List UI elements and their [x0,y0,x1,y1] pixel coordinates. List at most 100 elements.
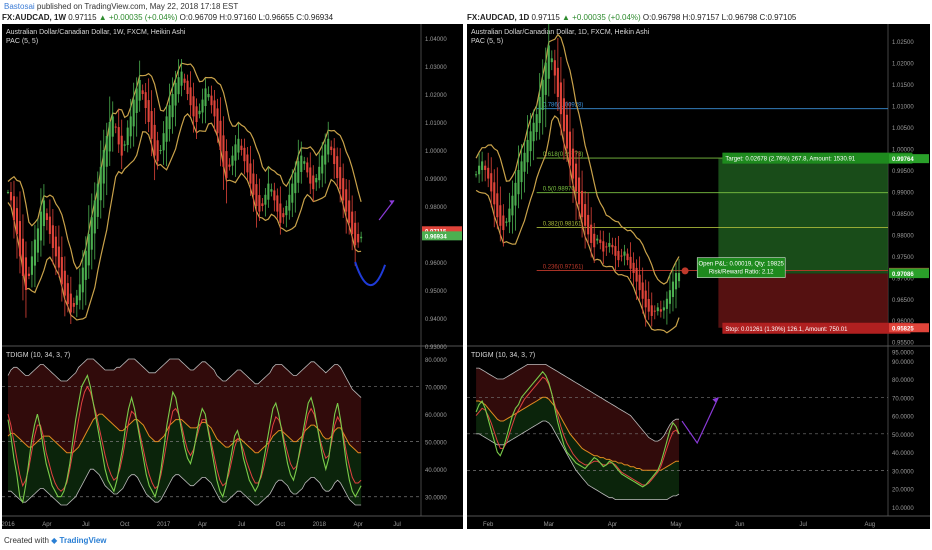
stop-box [722,322,911,334]
candle-body [629,256,632,269]
sub-y-tick-label: 20.0000 [892,488,914,494]
projection-arrowhead [389,200,395,205]
candle-body [520,161,523,183]
daily-chart-svg[interactable]: 1.02500 1.02000 1.01500 1.01000 1.00500 1.000… [467,24,930,529]
candle-body [294,172,297,194]
candle-body [126,127,129,146]
candle-body [668,290,671,304]
candle-body [258,195,261,212]
candle-body [288,194,291,211]
x-tick-label: Apr [198,522,207,528]
candle-body [306,162,309,173]
candle-body [484,165,487,170]
x-tick-label: Apr [42,522,51,528]
candle-body [270,189,273,192]
weekly-chart-svg[interactable]: 1.04000 1.03000 1.02000 1.01000 1.00000 0.990… [2,24,463,529]
x-tick-label: Oct [276,522,286,528]
price-label-bg [889,323,929,333]
rsi-price-line [475,370,680,488]
candle-body [312,175,315,190]
candle-body [96,183,99,217]
right-symbol[interactable]: FX:AUDCAD, 1D [467,13,530,22]
pnl-text: Open P&L: 0.00019, Qty: 19825 [698,262,784,268]
candle-body [27,273,30,276]
sub-y-tick-label: 90.0000 [892,360,914,366]
pac-upper-line [475,33,680,285]
candle-body [547,45,550,79]
candle-body [593,233,596,248]
candle-body [496,193,499,218]
signal-line [7,385,362,492]
subchart-title: TDIGM (10, 34, 3, 7) [471,352,535,359]
candle-body [357,234,360,243]
x-tick-label: Jul [799,522,807,528]
candle-body [195,106,198,122]
publish-line: Bastosai published on TradingView.com, M… [0,0,932,12]
left-symbol[interactable]: FX:AUDCAD, 1W [2,13,66,22]
y-tick-label: 0.98500 [892,212,914,218]
y-tick-label: 1.04000 [425,37,447,43]
candle-body [511,195,514,216]
candle-body [330,146,333,150]
tradingview-brand[interactable]: TradingView [59,536,107,545]
x-tick-label: Apr [353,522,362,528]
weekly-chart-panel[interactable]: 1.04000 1.03000 1.02000 1.01000 1.00000 0.990… [2,24,463,529]
candle-body [261,203,264,206]
candle-body [351,211,354,234]
candle-body [9,192,13,201]
candle-body [505,221,508,223]
candle-body [18,221,22,257]
y-tick-label: 1.00000 [425,149,447,155]
y-tick-label: 0.99000 [425,177,447,183]
candle-body [342,178,345,201]
candle-body [626,253,629,261]
y-tick-label: 0.95000 [425,289,447,295]
target-box [722,152,913,164]
candle-body [309,167,312,184]
projection-arrow [681,397,719,445]
daily-chart-panel[interactable]: 1.02500 1.02000 1.01500 1.01000 1.00500 1.000… [467,24,930,529]
author-link[interactable]: Bastosai [4,2,35,11]
candle-body [559,82,562,115]
candle-body [638,274,641,291]
candle-body [45,213,48,220]
candle-body [614,246,617,256]
y-tick-label: 1.02000 [425,93,447,99]
y-tick-label: 0.98000 [425,205,447,211]
y-tick-label: 0.97500 [892,255,914,261]
candle-body [213,100,216,117]
projection-curve [354,261,387,286]
candle-body [282,213,285,218]
candle-body [529,131,532,152]
candle-body [81,267,84,293]
candle-body [24,257,27,290]
x-tick-label: 2017 [157,522,171,528]
x-tick-label: Feb [483,522,494,528]
upper-band-fill [8,359,362,453]
candle-body [475,174,478,176]
left-ohlc: O:0.96709 H:0.97160 L:0.96655 C:0.96934 [179,13,334,22]
candle-body [517,169,520,195]
candle-body [297,161,300,183]
candle-body [571,148,575,179]
candle-body [535,114,538,132]
price-label-bg [889,269,929,279]
candle-body [315,178,318,183]
x-tick-label: 2018 [313,522,327,528]
candle-body [584,204,587,226]
sub-y-tick-label: 95.0000 [892,351,914,357]
candle-body [581,190,584,218]
y-tick-label: 0.96000 [425,261,447,267]
sub-y-tick-label: 10.0000 [892,506,914,512]
candle-body [6,192,10,193]
candle-body [354,222,357,246]
lower-band-line [8,468,362,506]
candle-body [538,96,541,124]
alert-marker-icon [681,267,689,275]
candle-body [111,116,114,137]
candle-body [138,80,141,101]
candle-body [490,173,493,192]
candle-body [327,138,330,155]
sub-y-tick-label: 60.0000 [425,413,447,419]
x-tick-label: Jul [82,522,90,528]
